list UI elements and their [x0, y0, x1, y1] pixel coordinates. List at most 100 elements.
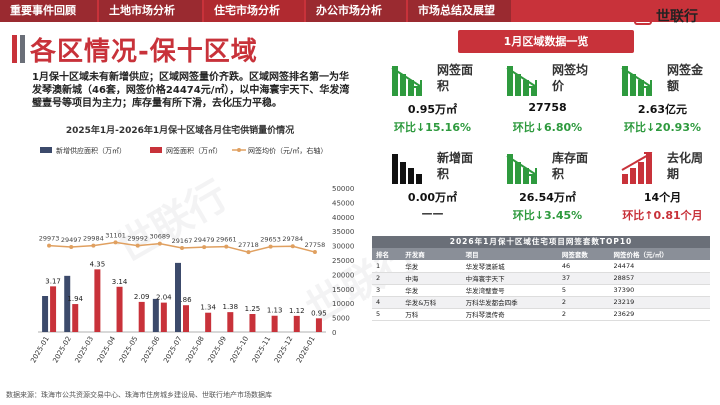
logo-icon — [634, 7, 652, 25]
legend-swatch — [150, 147, 162, 153]
x-tick-label: 2025-04 — [96, 335, 118, 365]
x-tick-label: 2025-09 — [206, 335, 228, 364]
table-cell: 3 — [372, 284, 402, 297]
table-title: 2026年1月保十区域住宅项目网签套数TOP10 — [372, 236, 710, 248]
kpi-value: 14个月 — [643, 191, 682, 204]
sales-bar — [50, 286, 57, 332]
kpi-card: 网签均价 27758 环比↓6.80% — [490, 56, 605, 140]
price-point — [180, 245, 184, 250]
price-point — [157, 241, 162, 246]
legend-swatch — [40, 147, 52, 153]
price-value-label: 29784 — [282, 235, 303, 243]
y-tick-label: 50000 — [332, 185, 354, 193]
kpi-card: 去化周期 14个月 环比↑0.81个月 — [605, 144, 720, 228]
brand-name: 世联行 — [656, 9, 698, 25]
sales-bar — [72, 304, 79, 332]
sales-value-label: 2.04 — [156, 294, 172, 302]
table-cell: 23219 — [609, 296, 710, 309]
table-header: 排名 — [372, 248, 402, 260]
price-point — [312, 250, 317, 255]
price-value-label: 27718 — [238, 241, 259, 249]
sales-value-label: 1.12 — [289, 307, 305, 315]
sales-value-label: 0.95 — [311, 309, 327, 317]
supply-bar — [64, 275, 71, 332]
kpi-value: 0.95万㎡ — [407, 103, 458, 116]
price-value-label: 29661 — [216, 236, 237, 244]
legend-label: 新增供应面积（万㎡） — [56, 146, 126, 155]
table-cell: 5 — [372, 308, 402, 321]
table-cell: 万科华发都会四季 — [461, 296, 558, 309]
price-value-label: 29497 — [61, 236, 82, 244]
tab-summary[interactable]: 市场总结及展望 — [408, 0, 511, 22]
kpi-card: 网签面积 0.95万㎡ 环比↓15.16% — [375, 56, 490, 140]
tab-bar: 重要事件回顾 土地市场分析 住宅市场分析 办公市场分析 市场总结及展望 — [0, 0, 513, 22]
supply-bar — [152, 298, 159, 332]
table-row: 2 中海 中海寰宇天下 37 28857 — [372, 272, 710, 285]
tab-land[interactable]: 土地市场分析 — [99, 0, 202, 22]
tab-residential[interactable]: 住宅市场分析 — [204, 0, 304, 22]
down-bars-icon — [391, 66, 422, 96]
tab-events[interactable]: 重要事件回顾 — [0, 0, 97, 22]
kpi-value: 0.00万㎡ — [407, 191, 458, 204]
sales-value-label: .86 — [180, 296, 192, 304]
title-decoration — [12, 35, 25, 63]
price-value-label: 27758 — [305, 241, 326, 249]
chart-title: 2025年1月-2026年1月保十区域各月住宅供销量价情况 — [65, 126, 295, 136]
price-point — [246, 250, 251, 255]
x-tick-label: 2025-11 — [251, 335, 273, 364]
y-tick-label: 20000 — [332, 271, 354, 279]
y-tick-label: 45000 — [332, 199, 354, 207]
legend-label: 网签面积（万㎡） — [166, 146, 222, 155]
sales-bar — [271, 315, 278, 332]
top10-table: 2026年1月保十区域住宅项目网签套数TOP10 排名 开发商 项目 网签套数 网签价格… — [372, 236, 710, 336]
table-row: 1 华发 华发琴澳新城 46 24474 — [372, 260, 710, 273]
price-point — [290, 244, 295, 249]
sales-value-label: 1.94 — [67, 295, 83, 303]
price-point — [69, 245, 74, 250]
table-cell: 4 — [372, 296, 402, 309]
table-cell: 2 — [557, 296, 610, 309]
table-header: 开发商 — [401, 248, 462, 260]
table-cell: 华发&万科 — [401, 296, 462, 309]
x-tick-label: 2026-01 — [295, 335, 317, 364]
down-bars-icon — [506, 66, 537, 96]
price-point — [91, 243, 96, 248]
table-cell: 华发琴澳新城 — [461, 260, 558, 273]
table-cell: 37390 — [609, 284, 710, 297]
x-tick-label: 2025-10 — [229, 335, 251, 364]
down-bars-icon — [506, 154, 537, 184]
table-cell: 5 — [557, 284, 610, 297]
sales-bar — [138, 301, 145, 332]
price-point — [47, 243, 52, 248]
summary-text: 1月保十区域未有新增供应；区域网签量价齐跌。区域网签排名第一为华发琴澳新城（46… — [32, 72, 350, 109]
x-tick-label: 2025-08 — [184, 335, 206, 364]
supply-sales-chart: 新增供应面积（万㎡） 网签面积（万㎡） 网签均价（元/㎡，右轴） 0 5000 10000… — [29, 146, 354, 365]
y-tick-label: 30000 — [332, 243, 354, 251]
kpi-label: 去化周期 — [667, 151, 704, 181]
y-tick-label: 35000 — [332, 228, 354, 236]
price-point — [135, 243, 140, 248]
table-header: 网签套数 — [557, 248, 610, 260]
y-tick-label: 0 — [332, 329, 336, 337]
table-row: 3 华发 华发湾璧壹号 5 37390 — [372, 284, 710, 297]
price-value-label: 29653 — [260, 236, 281, 244]
kpi-change: —— — [421, 207, 444, 220]
table-header: 网签价格（元/㎡） — [609, 248, 710, 260]
sales-value-label: 4.35 — [90, 260, 106, 268]
sales-value-label: 2.09 — [134, 293, 150, 301]
sales-value-label: 3.14 — [112, 278, 128, 286]
price-value-label: 29479 — [194, 236, 215, 244]
kpi-label: 网签均价 — [552, 63, 589, 93]
price-point — [113, 240, 118, 245]
legend-swatch — [237, 148, 241, 152]
table-cell: 37 — [557, 272, 610, 285]
kpi-change: 环比↓20.93% — [623, 121, 702, 134]
table-cell: 中海 — [401, 272, 462, 285]
kpi-change: 环比↓3.45% — [512, 209, 583, 222]
y-tick-label: 5000 — [332, 315, 350, 323]
kpi-change: 环比↓6.80% — [512, 121, 583, 134]
tab-office[interactable]: 办公市场分析 — [306, 0, 406, 22]
table-cell: 2 — [557, 308, 610, 321]
kpi-change: 环比↑0.81个月 — [622, 209, 703, 222]
sales-bar — [205, 312, 212, 332]
